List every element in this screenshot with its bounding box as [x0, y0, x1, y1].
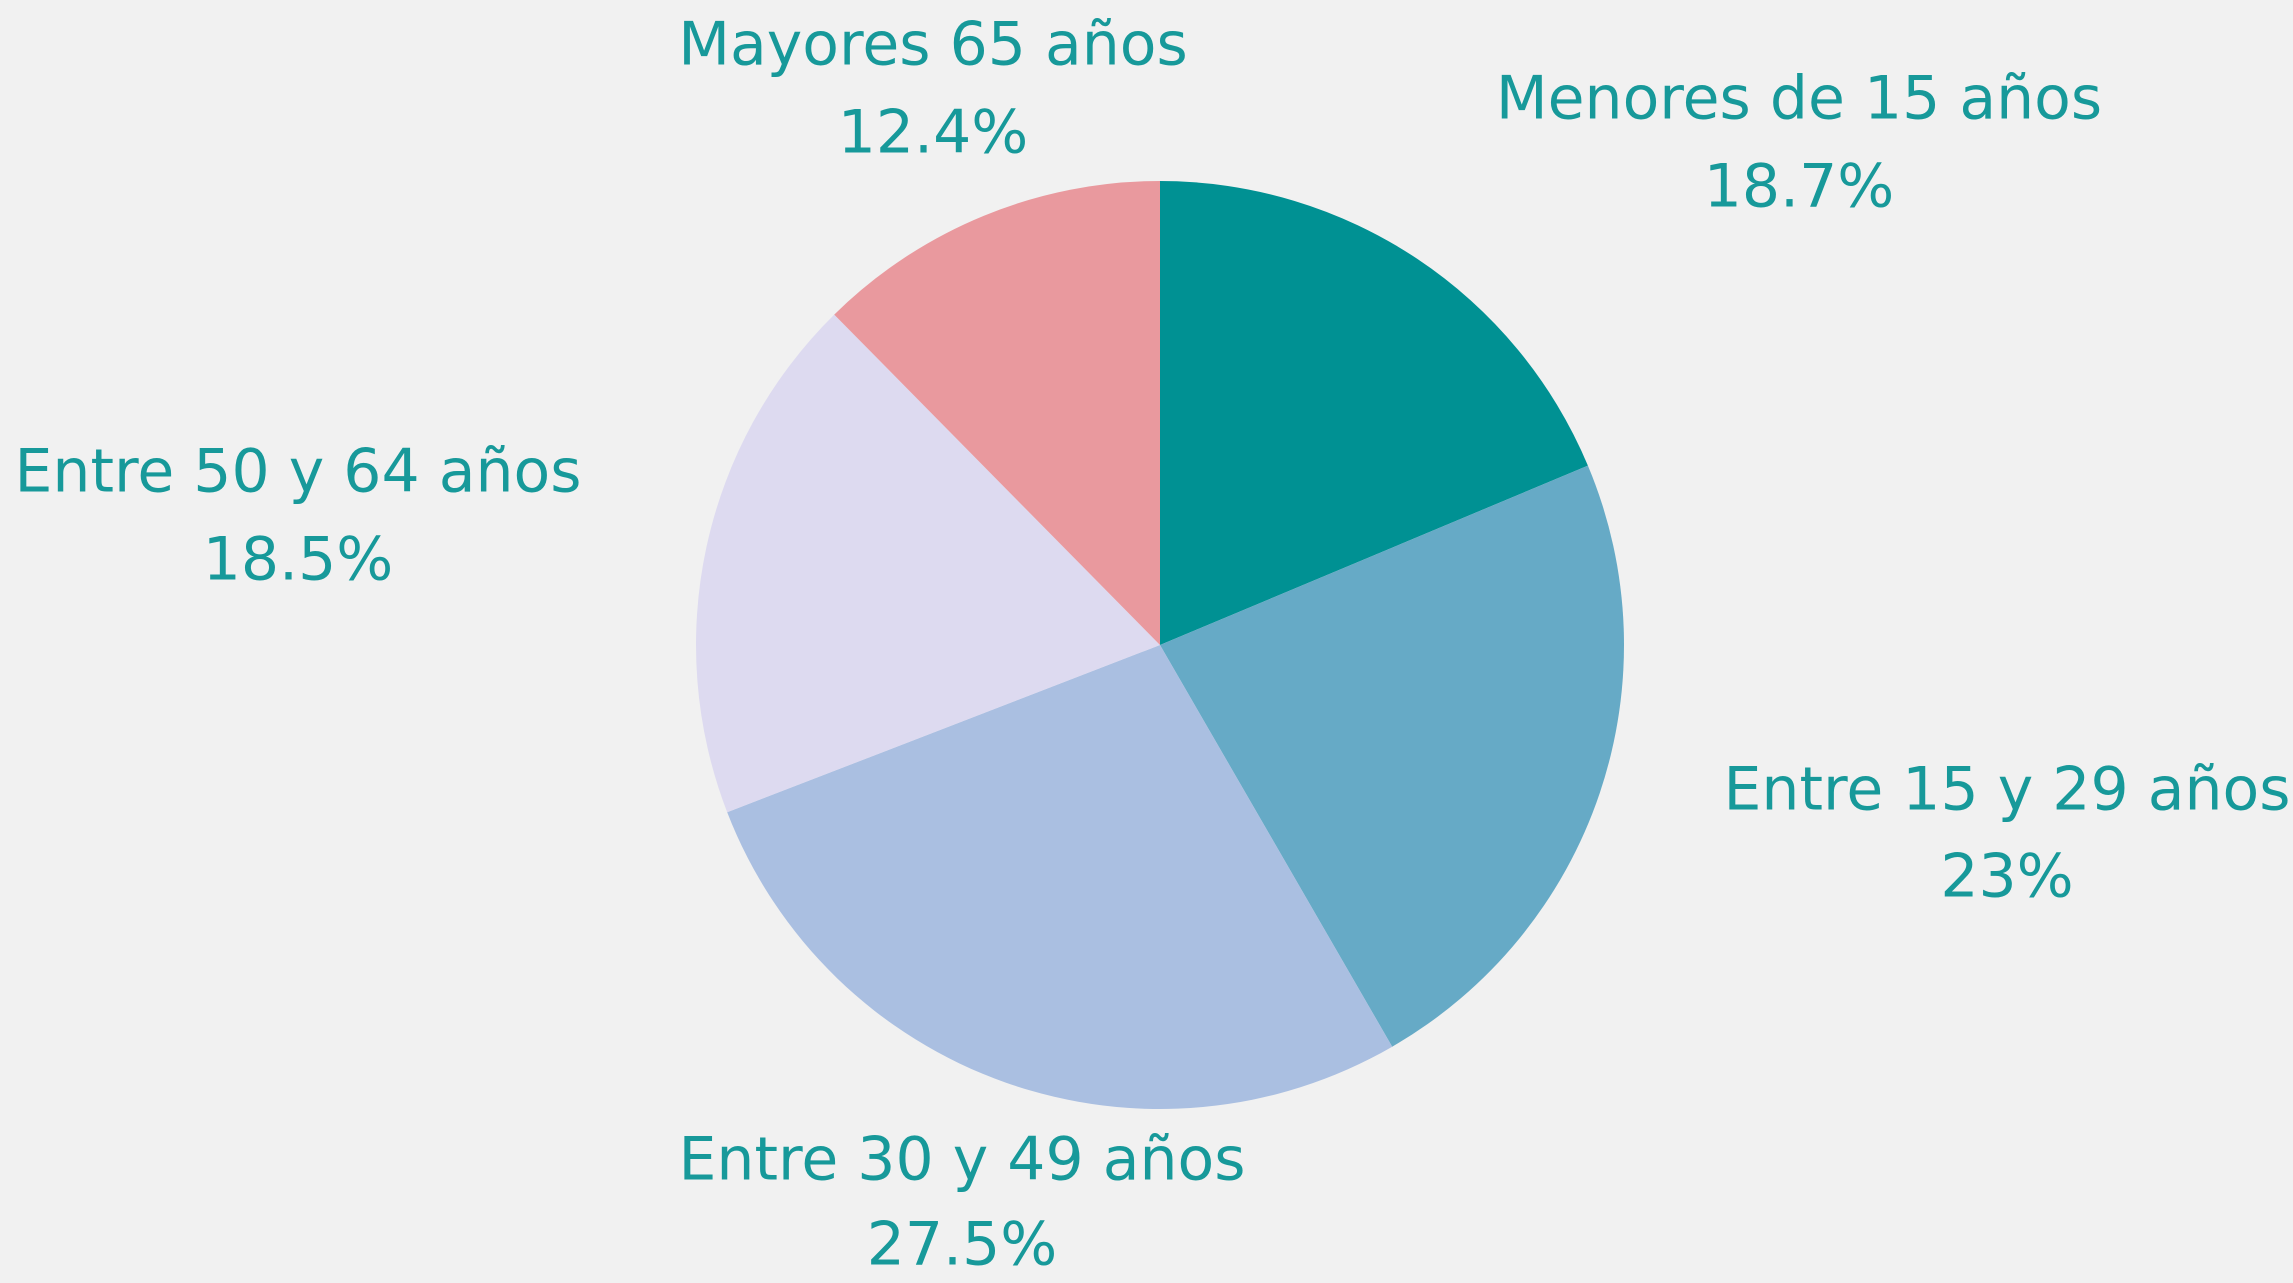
pie-slice [696, 314, 1160, 813]
slice-value-label: 18.5% [203, 525, 394, 595]
pie-slice [834, 181, 1160, 645]
slice-value-label: 23% [1940, 842, 2073, 912]
slice-label: Mayores 65 años [678, 10, 1188, 80]
slice-label: Menores de 15 años [1496, 64, 2102, 134]
slice-label: Entre 50 y 64 años [15, 437, 582, 507]
slice-label: Entre 15 y 29 años [1724, 755, 2291, 825]
slice-value-label: 18.7% [1704, 152, 1895, 222]
slice-label: Entre 30 y 49 años [679, 1125, 1246, 1195]
slice-value-label: 27.5% [867, 1210, 1058, 1280]
pie-slice [1160, 181, 1588, 645]
pie-slice [727, 645, 1393, 1109]
pie-slice [1160, 465, 1624, 1047]
slice-value-label: 12.4% [838, 98, 1029, 168]
